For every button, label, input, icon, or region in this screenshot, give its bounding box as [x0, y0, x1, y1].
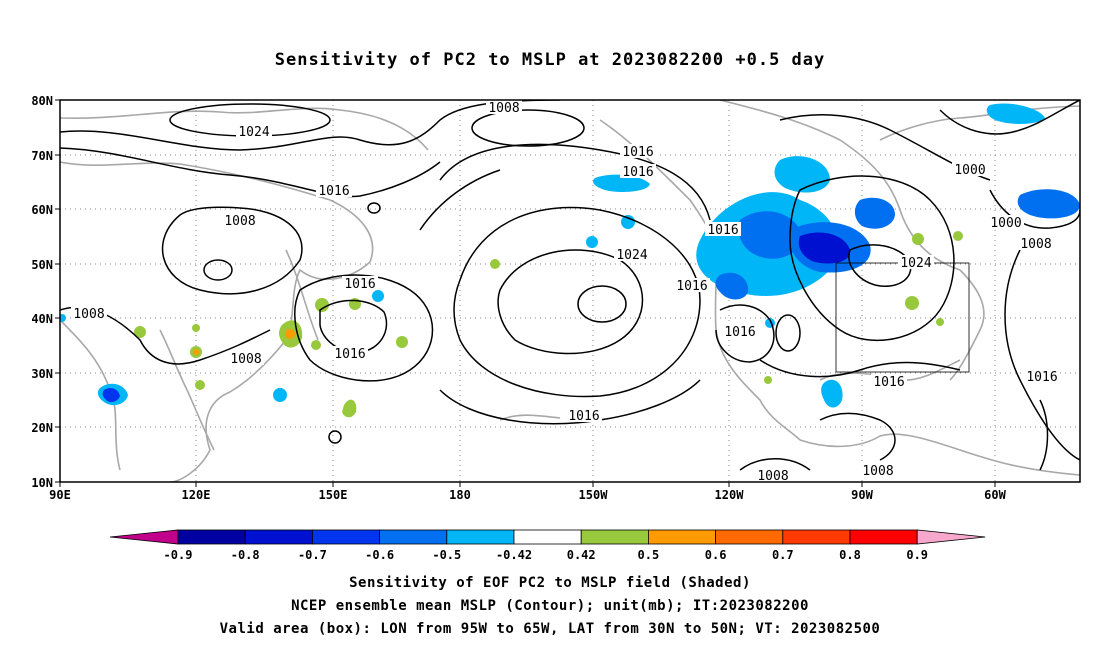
colorbar: -0.9 -0.8 -0.7 -0.6 -0.5 -0.42 0.42 0.5 0.6 0.7 0.…	[109, 529, 986, 562]
colorbar-label: -0.6	[365, 548, 394, 562]
colorbar-label: 0.9	[906, 548, 928, 562]
lat-label: 60N	[31, 203, 53, 217]
colorbar-label: 0.8	[839, 548, 861, 562]
contour-value-label: 1016	[676, 279, 707, 294]
map-background	[60, 100, 1080, 482]
colorbar-swatch	[379, 529, 448, 545]
contour-value-label: 1008	[488, 101, 519, 116]
colorbar-label: -0.7	[298, 548, 327, 562]
lat-label: 50N	[31, 258, 53, 272]
lon-label: 60W	[984, 488, 1006, 502]
caption-line-2: NCEP ensemble mean MSLP (Contour); unit(…	[291, 598, 809, 614]
colorbar-swatch	[782, 529, 851, 545]
map-frame	[59, 99, 1081, 483]
colorbar-label: -0.9	[164, 548, 193, 562]
plot-title: Sensitivity of PC2 to MSLP at 2023082200…	[274, 50, 826, 70]
lon-label: 120W	[715, 488, 745, 502]
contour-value-label: 1016	[344, 277, 375, 292]
colorbar-label: 0.7	[772, 548, 794, 562]
colorbar-label: 0.5	[638, 548, 660, 562]
colorbar-swatch	[446, 529, 515, 545]
lat-label: 80N	[31, 94, 53, 108]
caption-line-1: Sensitivity of EOF PC2 to MSLP field (Sh…	[349, 575, 751, 591]
colorbar-label: -0.42	[496, 548, 532, 562]
contour-value-label: 1008	[757, 469, 788, 484]
colorbar-high-triangle	[916, 529, 986, 545]
caption-line-3: Valid area (box): LON from 95W to 65W, L…	[219, 621, 881, 637]
contour-value-label: 1016	[622, 145, 653, 160]
sensitivity-shading	[60, 103, 1080, 418]
contour-value-label: 1016	[1026, 370, 1057, 385]
contour-labels: 1008 1024 1016 1016 1016 1000 1008 1016 1000 1008…	[71, 100, 1060, 484]
colorbar-swatch	[311, 529, 380, 545]
lat-label: 70N	[31, 149, 53, 163]
lat-label: 20N	[31, 421, 53, 435]
contour-value-label: 1016	[568, 409, 599, 424]
contour-value-label: 1016	[334, 347, 365, 362]
contour-value-label: 1000	[954, 163, 985, 178]
colorbar-swatch	[580, 529, 649, 545]
colorbar-swatch	[513, 529, 582, 545]
colorbar-swatch	[849, 529, 918, 545]
colorbar-swatch	[244, 529, 313, 545]
colorbar-label: -0.5	[432, 548, 461, 562]
lon-label: 90E	[49, 488, 71, 502]
lat-label: 40N	[31, 312, 53, 326]
lat-label: 10N	[31, 476, 53, 490]
contour-value-label: 1024	[238, 125, 269, 140]
contour-value-label: 1008	[224, 214, 255, 229]
contour-value-label: 1000	[990, 216, 1021, 231]
colorbar-low-triangle	[109, 529, 179, 545]
contour-value-label: 1008	[1020, 237, 1051, 252]
colorbar-swatch	[715, 529, 784, 545]
latitude-axis: 80N 70N 60N 50N 40N 30N 20N 10N	[31, 94, 60, 490]
lon-label: 150W	[579, 488, 609, 502]
lon-label: 90W	[851, 488, 873, 502]
colorbar-swatch	[648, 529, 717, 545]
lon-label: 150E	[319, 488, 348, 502]
contour-value-label: 1008	[230, 352, 261, 367]
colorbar-label: 0.42	[567, 548, 596, 562]
coastlines	[60, 100, 1080, 482]
contour-value-label: 1016	[707, 223, 738, 238]
colorbar-label: 0.6	[705, 548, 727, 562]
longitude-axis: 90E 120E 150E 180 150W 120W 90W 60W	[49, 482, 1007, 502]
lon-label: 180	[449, 488, 471, 502]
contour-value-label: 1016	[622, 165, 653, 180]
contour-value-label: 1024	[616, 248, 647, 263]
lat-label: 30N	[31, 367, 53, 381]
colorbar-swatch	[177, 529, 246, 545]
contour-value-label: 1008	[862, 464, 893, 479]
contour-value-label: 1008	[73, 307, 104, 322]
map-plot: 1008 1024 1016 1016 1016 1000 1008 1016 1000 1008…	[31, 94, 1081, 562]
contour-value-label: 1016	[724, 325, 755, 340]
contour-value-label: 1016	[318, 184, 349, 199]
lon-label: 120E	[182, 488, 211, 502]
colorbar-label: -0.8	[231, 548, 260, 562]
contour-value-label: 1024	[900, 256, 931, 271]
contour-value-label: 1016	[873, 375, 904, 390]
